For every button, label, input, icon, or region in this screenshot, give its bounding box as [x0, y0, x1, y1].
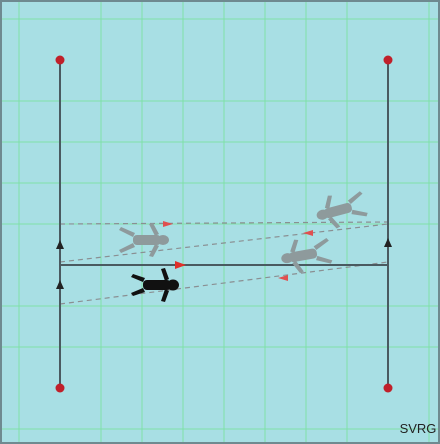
corner-dot: [56, 56, 65, 65]
diagram: SVRG: [0, 0, 440, 444]
background: [0, 0, 440, 444]
corner-dot: [384, 384, 393, 393]
corner-dot: [56, 384, 65, 393]
logo: SVRG: [400, 421, 437, 436]
corner-dot: [384, 56, 393, 65]
